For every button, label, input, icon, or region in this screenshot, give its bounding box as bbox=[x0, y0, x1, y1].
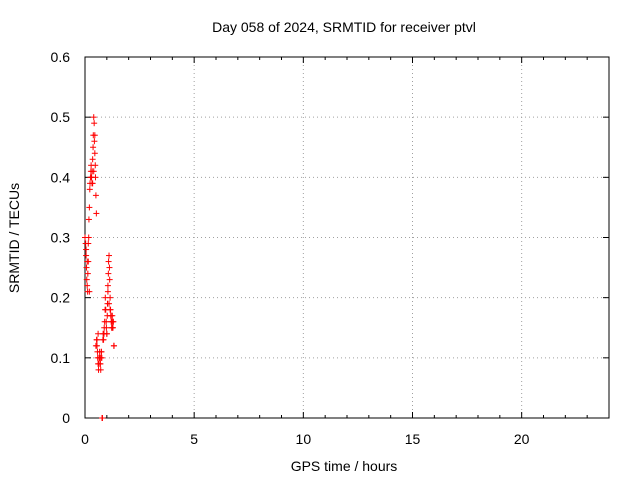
data-point bbox=[106, 252, 113, 259]
data-point bbox=[89, 156, 96, 163]
data-point bbox=[108, 312, 115, 319]
data-point bbox=[93, 210, 100, 217]
x-tick-label: 5 bbox=[190, 431, 198, 447]
data-point bbox=[84, 270, 91, 277]
data-point bbox=[83, 246, 90, 253]
data-point bbox=[85, 234, 92, 241]
data-point bbox=[83, 264, 90, 271]
data-point bbox=[110, 318, 117, 325]
data-point bbox=[88, 174, 95, 181]
data-point bbox=[90, 144, 97, 151]
x-tick-label: 0 bbox=[81, 431, 89, 447]
data-point bbox=[109, 324, 116, 331]
data-point bbox=[89, 180, 96, 187]
y-tick-label: 0.2 bbox=[51, 290, 71, 306]
data-point bbox=[91, 120, 98, 127]
data-point bbox=[103, 324, 110, 331]
data-point bbox=[92, 162, 99, 169]
data-point bbox=[84, 282, 91, 289]
data-point bbox=[86, 186, 93, 193]
axis-ticks bbox=[84, 56, 610, 419]
data-point bbox=[103, 318, 110, 325]
data-point bbox=[107, 306, 114, 313]
y-tick-label: 0.5 bbox=[51, 109, 71, 125]
data-point bbox=[85, 216, 92, 223]
data-point bbox=[96, 354, 103, 361]
data-point bbox=[97, 360, 104, 367]
x-tick-label: 20 bbox=[514, 431, 530, 447]
data-point bbox=[94, 336, 101, 343]
x-axis-label: GPS time / hours bbox=[291, 458, 398, 474]
y-tick-label: 0 bbox=[62, 410, 70, 426]
data-point bbox=[111, 342, 118, 349]
x-tick-labels: 0 5 10 15 20 bbox=[81, 431, 530, 447]
data-point bbox=[91, 132, 98, 139]
y-tick-label: 0.6 bbox=[51, 49, 71, 65]
data-point bbox=[105, 258, 112, 265]
data-point bbox=[106, 276, 113, 283]
data-point bbox=[106, 264, 113, 271]
y-tick-label: 0.4 bbox=[51, 169, 71, 185]
data-point bbox=[105, 270, 112, 277]
data-point bbox=[83, 276, 90, 283]
data-point bbox=[86, 288, 93, 295]
data-point bbox=[100, 336, 107, 343]
y-tick-label: 0.1 bbox=[51, 350, 71, 366]
data-point bbox=[92, 192, 99, 199]
data-point bbox=[98, 348, 105, 355]
data-point bbox=[90, 168, 97, 175]
data-point bbox=[92, 342, 99, 349]
data-point bbox=[84, 258, 91, 265]
data-point bbox=[106, 300, 113, 307]
data-point bbox=[97, 366, 104, 373]
data-point bbox=[95, 330, 102, 337]
data-point bbox=[107, 294, 114, 301]
y-axis-label: SRMTID / TECUs bbox=[6, 183, 22, 293]
data-point bbox=[91, 138, 98, 145]
data-point bbox=[85, 240, 92, 247]
data-point bbox=[103, 330, 110, 337]
data-point bbox=[90, 114, 97, 121]
data-point bbox=[104, 282, 111, 289]
x-tick-label: 10 bbox=[296, 431, 312, 447]
chart-title: Day 058 of 2024, SRMTID for receiver ptv… bbox=[212, 19, 476, 35]
x-tick-label: 15 bbox=[405, 431, 421, 447]
data-point bbox=[104, 288, 111, 295]
data-point bbox=[99, 415, 106, 421]
y-tick-labels: 0 0.1 0.2 0.3 0.4 0.5 0.6 bbox=[51, 49, 71, 426]
data-point bbox=[91, 150, 98, 157]
data-point bbox=[86, 204, 93, 211]
y-tick-label: 0.3 bbox=[51, 230, 71, 246]
data-point bbox=[83, 252, 90, 259]
grid-lines bbox=[85, 57, 609, 418]
data-points bbox=[82, 114, 118, 421]
